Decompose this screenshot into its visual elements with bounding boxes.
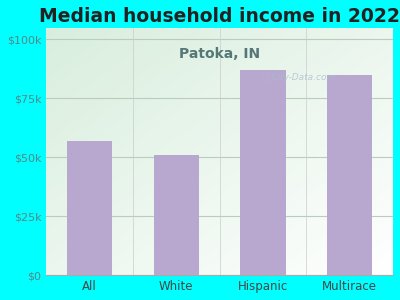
Bar: [240, 70, 286, 275]
Title: Median household income in 2022: Median household income in 2022: [39, 7, 400, 26]
Text: Ⓜ City-Data.com: Ⓜ City-Data.com: [263, 73, 336, 82]
Bar: [327, 75, 372, 275]
Bar: [154, 155, 199, 275]
Bar: [67, 141, 112, 275]
Text: Patoka, IN: Patoka, IN: [179, 47, 260, 61]
